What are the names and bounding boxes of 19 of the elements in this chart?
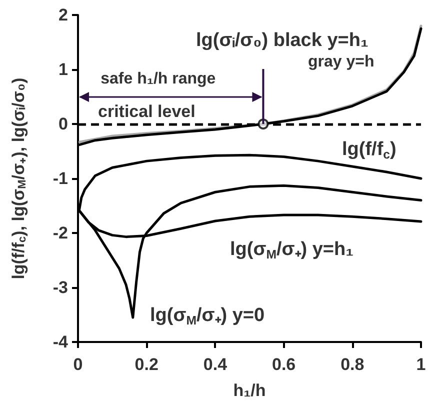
y-tick-label: -1 <box>52 169 68 188</box>
x-tick-label: 0.2 <box>134 355 158 374</box>
y-tick-label: -3 <box>52 278 68 297</box>
series-label: gray y=h <box>308 54 374 70</box>
text: lg(σᵢ/σ₀) black y=h₁ <box>196 30 368 51</box>
y-tick-label: 1 <box>58 60 68 79</box>
y-axis-title: lg(f/fc), lg(σM/σ₊), lg(σᵢ/σ₀) <box>8 78 28 280</box>
annotation: safe h₁/h range <box>100 70 216 88</box>
ref-line-label: critical level <box>98 102 196 121</box>
x-axis-title: h₁/h <box>233 381 266 400</box>
x-tick-label: 1 <box>416 355 426 374</box>
x-tick-label: 0 <box>73 355 83 374</box>
y-tick-label: 0 <box>58 114 68 134</box>
y-tick-label: -2 <box>52 224 68 242</box>
x-tick-label: 0.4 <box>203 355 228 374</box>
y-tick-label: -4 <box>52 332 69 352</box>
y-tick-label: 2 <box>58 6 68 24</box>
x-tick-label: 0.6 <box>272 355 296 374</box>
x-tick-label: 0.8 <box>340 355 364 374</box>
